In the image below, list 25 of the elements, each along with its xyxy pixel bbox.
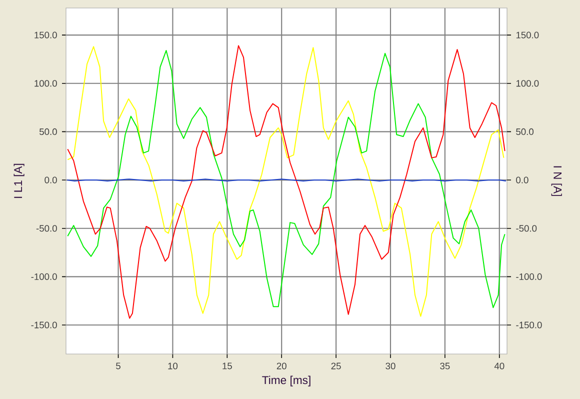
- x-tick-label: 5: [116, 362, 120, 370]
- y2-axis-title: I N [A]: [551, 166, 562, 196]
- y-tick-label: -100.0: [31, 273, 57, 280]
- y2-tick-label: 50.0: [516, 128, 534, 136]
- y2-tick-label: 150.0: [516, 32, 539, 38]
- y2-tick-label: -150.0: [516, 322, 542, 328]
- y2-tick-label: -100.0: [516, 273, 542, 280]
- y-tick-label: -50.0: [36, 225, 57, 232]
- x-tick-label: 20: [276, 362, 286, 370]
- x-tick-label: 40: [494, 362, 504, 370]
- x-tick-label: 35: [440, 362, 450, 370]
- x-tick-label: 10: [168, 362, 178, 370]
- y-tick-label: 150.0: [34, 32, 57, 38]
- y-tick-label: 0.0: [44, 176, 57, 184]
- x-tick-label: 25: [331, 362, 341, 370]
- y2-tick-label: 0.0: [516, 176, 528, 184]
- y2-tick-label: 100.0: [516, 80, 539, 87]
- x-tick-label: 15: [222, 362, 232, 370]
- y-axis-title: I L1 [A]: [14, 164, 24, 198]
- y2-tick-label: -50.0: [516, 225, 537, 232]
- y-tick-label: -150.0: [31, 322, 57, 328]
- y-tick-label: 50.0: [40, 128, 57, 136]
- x-tick-label: 30: [386, 362, 396, 370]
- x-axis-title: Time [ms]: [262, 376, 310, 386]
- y-tick-label: 100.0: [34, 80, 57, 87]
